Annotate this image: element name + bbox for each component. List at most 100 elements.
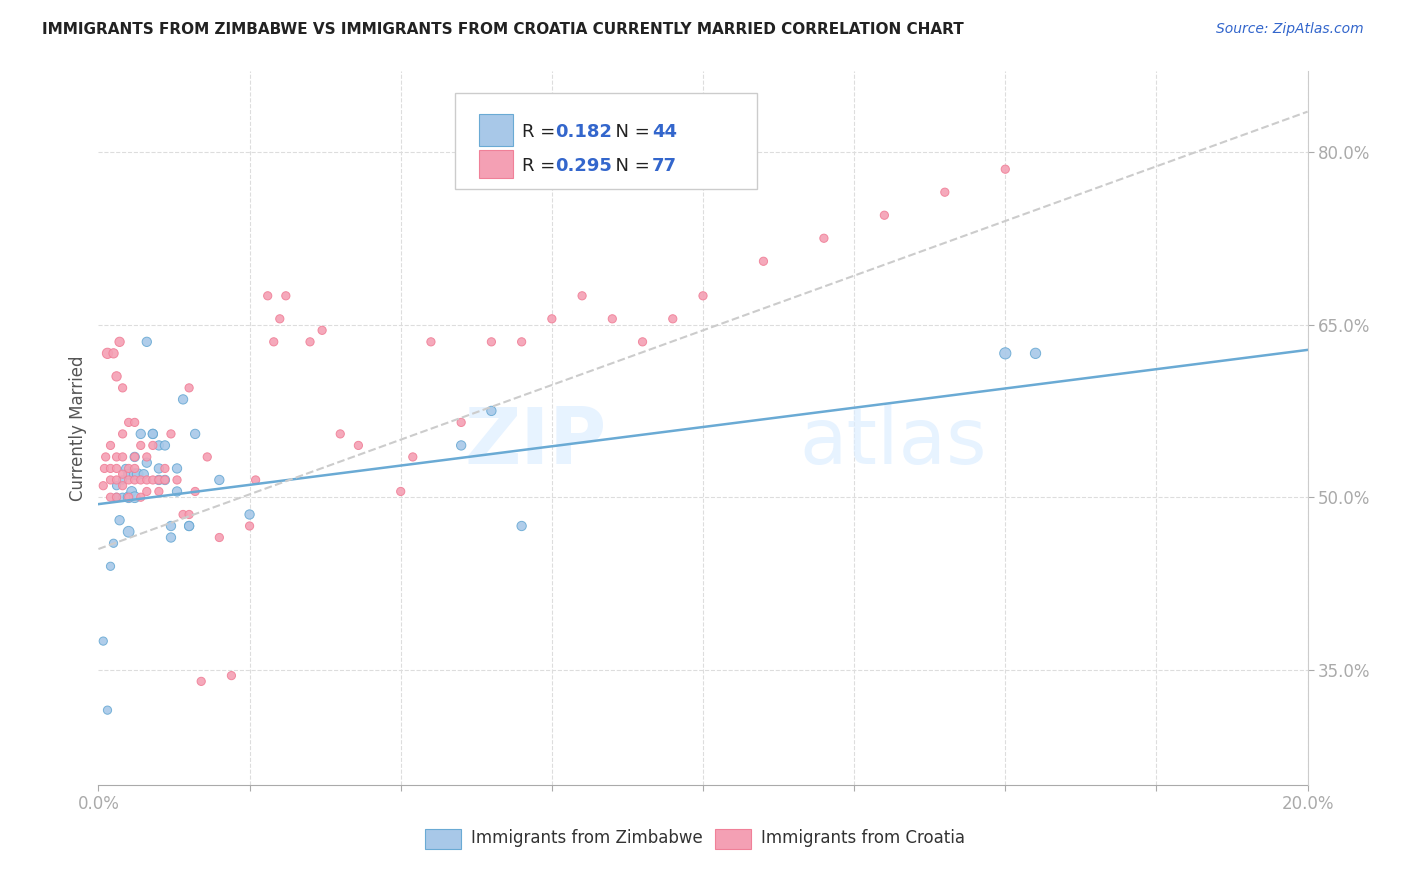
Text: atlas: atlas: [800, 404, 987, 481]
Text: 0.295: 0.295: [555, 157, 613, 175]
Point: [873, 208, 896, 222]
Point: [105, 479, 128, 493]
Point: [118, 490, 141, 504]
Point: [118, 467, 141, 482]
Point: [118, 490, 141, 504]
Point: [148, 473, 170, 487]
Point: [105, 490, 128, 504]
Point: [166, 461, 188, 475]
Point: [153, 473, 176, 487]
Point: [118, 524, 141, 539]
Point: [91, 479, 114, 493]
Point: [103, 346, 125, 360]
Point: [239, 519, 262, 533]
Point: [135, 456, 157, 470]
Point: [389, 484, 412, 499]
Point: [142, 426, 165, 441]
Point: [263, 334, 285, 349]
Point: [96, 346, 118, 360]
Point: [172, 508, 194, 522]
Point: [103, 536, 125, 550]
Point: [129, 426, 152, 441]
Text: R =: R =: [522, 157, 561, 175]
Point: [160, 426, 183, 441]
Point: [450, 416, 472, 430]
Point: [100, 490, 122, 504]
Point: [934, 185, 956, 199]
Point: [269, 311, 291, 326]
Point: [111, 473, 134, 487]
Text: Source: ZipAtlas.com: Source: ZipAtlas.com: [1216, 22, 1364, 37]
Point: [142, 426, 165, 441]
Point: [510, 519, 533, 533]
Point: [121, 484, 143, 499]
Point: [153, 438, 176, 452]
Point: [752, 254, 775, 268]
Point: [160, 531, 183, 545]
Point: [132, 467, 155, 482]
Point: [135, 484, 157, 499]
Point: [127, 467, 149, 482]
Text: 77: 77: [652, 157, 678, 175]
Point: [179, 508, 201, 522]
Point: [105, 461, 128, 475]
FancyBboxPatch shape: [425, 830, 461, 849]
Text: 44: 44: [652, 123, 678, 141]
Point: [481, 404, 503, 418]
Point: [111, 450, 134, 464]
Point: [100, 438, 122, 452]
Point: [129, 473, 152, 487]
Point: [299, 334, 322, 349]
Point: [184, 484, 207, 499]
Point: [239, 508, 262, 522]
Point: [94, 450, 117, 464]
Point: [184, 426, 207, 441]
Text: IMMIGRANTS FROM ZIMBABWE VS IMMIGRANTS FROM CROATIA CURRENTLY MARRIED CORRELATIO: IMMIGRANTS FROM ZIMBABWE VS IMMIGRANTS F…: [42, 22, 965, 37]
Point: [631, 334, 654, 349]
FancyBboxPatch shape: [479, 150, 513, 178]
Text: N =: N =: [603, 123, 655, 141]
Point: [329, 426, 352, 441]
Point: [118, 416, 141, 430]
Point: [108, 513, 131, 527]
Point: [402, 450, 425, 464]
Point: [274, 289, 297, 303]
FancyBboxPatch shape: [479, 114, 513, 146]
Point: [124, 490, 146, 504]
Point: [179, 519, 201, 533]
Text: ZIP: ZIP: [464, 404, 606, 481]
Point: [111, 381, 134, 395]
Text: Immigrants from Croatia: Immigrants from Croatia: [761, 830, 965, 847]
Point: [1024, 346, 1046, 360]
Point: [135, 473, 157, 487]
Point: [208, 531, 231, 545]
Point: [124, 473, 146, 487]
Point: [160, 519, 183, 533]
Point: [692, 289, 714, 303]
Point: [148, 461, 170, 475]
FancyBboxPatch shape: [716, 830, 751, 849]
Point: [124, 450, 146, 464]
Point: [208, 473, 231, 487]
Point: [221, 668, 243, 682]
Point: [124, 467, 146, 482]
Point: [153, 473, 176, 487]
Point: [148, 484, 170, 499]
Point: [190, 674, 212, 689]
Point: [96, 703, 118, 717]
Point: [111, 479, 134, 493]
Point: [311, 323, 333, 337]
Point: [450, 438, 472, 452]
Point: [148, 473, 170, 487]
Point: [172, 392, 194, 407]
Text: 0.182: 0.182: [555, 123, 613, 141]
Point: [135, 334, 157, 349]
Point: [100, 559, 122, 574]
Point: [111, 467, 134, 482]
Point: [100, 461, 122, 475]
Point: [256, 289, 278, 303]
Point: [93, 461, 115, 475]
Point: [510, 334, 533, 349]
Point: [135, 450, 157, 464]
Point: [179, 519, 201, 533]
